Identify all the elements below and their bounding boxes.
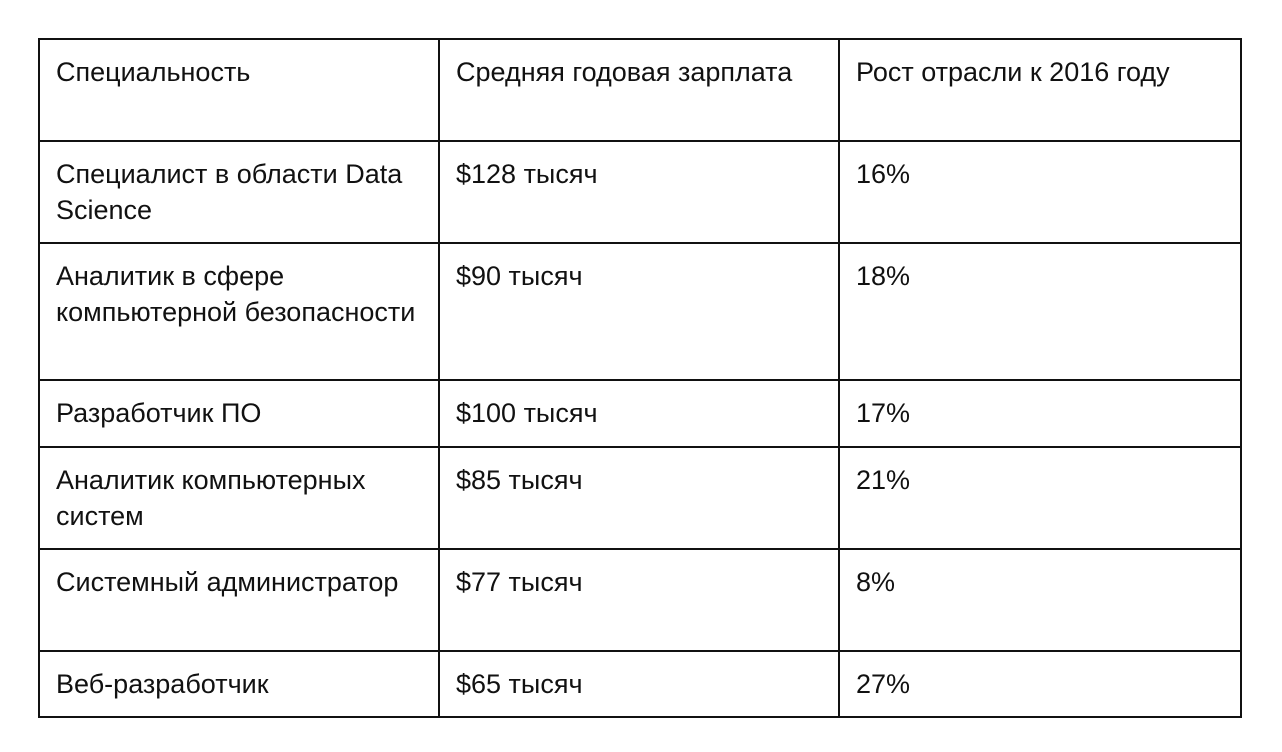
table-row: Системный администратор $77 тысяч 8% — [38, 548, 1242, 652]
cell-salary: $90 тысяч — [438, 242, 840, 381]
header-specialty: Специальность — [38, 38, 440, 142]
cell-salary: $77 тысяч — [438, 548, 840, 652]
header-growth: Рост отрасли к 2016 году — [838, 38, 1242, 142]
header-salary: Средняя годовая зарплата — [438, 38, 840, 142]
cell-growth: 21% — [838, 446, 1242, 550]
cell-growth: 27% — [838, 650, 1242, 718]
table-row: Разработчик ПО $100 тысяч 17% — [38, 379, 1242, 448]
table-row: Специалист в области Data Science $128 т… — [38, 140, 1242, 244]
table-row: Веб-разработчик $65 тысяч 27% — [38, 650, 1242, 718]
cell-salary: $100 тысяч — [438, 379, 840, 448]
salary-table: Специальность Средняя годовая зарплата Р… — [38, 38, 1242, 718]
cell-specialty: Специалист в области Data Science — [38, 140, 440, 244]
cell-specialty: Веб-разработчик — [38, 650, 440, 718]
cell-specialty: Аналитик компьютерных систем — [38, 446, 440, 550]
cell-salary: $85 тысяч — [438, 446, 840, 550]
cell-growth: 18% — [838, 242, 1242, 381]
cell-specialty: Разработчик ПО — [38, 379, 440, 448]
cell-salary: $65 тысяч — [438, 650, 840, 718]
cell-specialty: Системный администратор — [38, 548, 440, 652]
cell-growth: 17% — [838, 379, 1242, 448]
salary-table-container: Специальность Средняя годовая зарплата Р… — [38, 38, 1242, 718]
cell-salary: $128 тысяч — [438, 140, 840, 244]
table-row: Аналитик компьютерных систем $85 тысяч 2… — [38, 446, 1242, 550]
table-row: Аналитик в сфере компьютерной безопаснос… — [38, 242, 1242, 381]
cell-growth: 16% — [838, 140, 1242, 244]
table-header-row: Специальность Средняя годовая зарплата Р… — [38, 38, 1242, 142]
cell-specialty: Аналитик в сфере компьютерной безопаснос… — [38, 242, 440, 381]
cell-growth: 8% — [838, 548, 1242, 652]
